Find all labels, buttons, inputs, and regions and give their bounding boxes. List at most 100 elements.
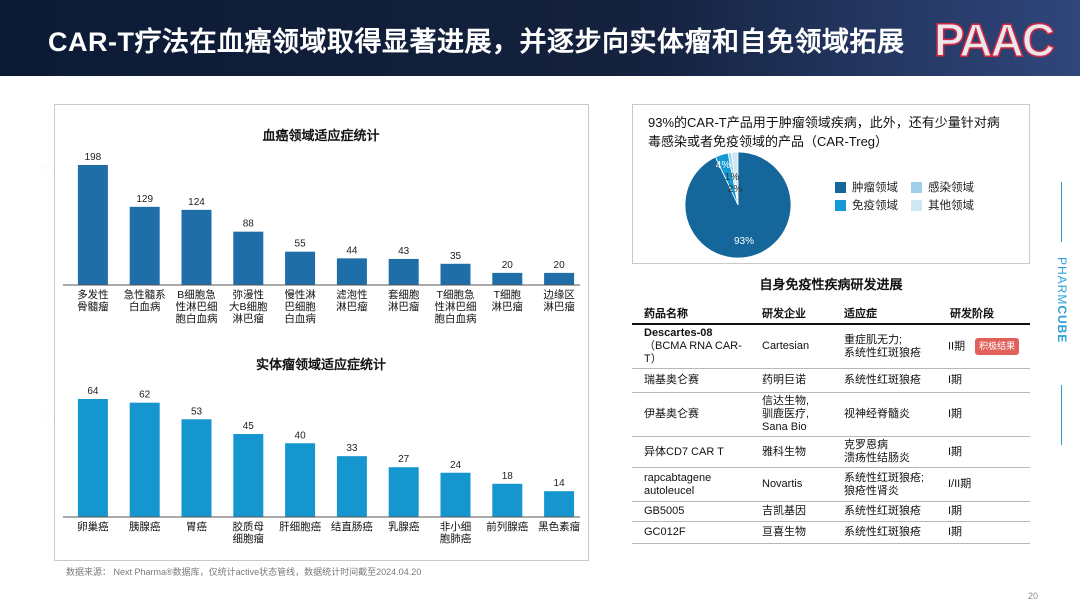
pmac-logo: PAAC [933,13,1056,64]
drug-name: Descartes-08 [644,327,713,339]
category-label: 性淋巴细 [435,300,477,313]
cell-company: 信达生物, 驯鹿医疗, Sana Bio [750,392,832,437]
watermark: ◇ [40,160,50,175]
cell-phase: I期 [938,521,1030,544]
category-label: T细胞 [494,288,522,301]
category-label: 边缘区 [543,288,575,301]
header-banner: CAR-T疗法在血癌领域取得显著进展，并逐步向实体瘤和自免领域拓展 PAAC [0,0,1080,76]
legend-swatch-immune [835,199,846,211]
legend-label-immune: 免疫领域 [852,200,898,212]
bar [129,206,160,285]
bar-value-label: 198 [85,152,102,163]
cell-indication: 系统性红斑狼疮 [832,521,938,544]
watermark: ◇ [40,410,50,425]
pie-chart: 4%1%2% 93% [684,151,792,259]
legend-label-infection: 感染领域 [928,182,974,194]
bar-value-label: 24 [450,460,462,471]
table-row: rapcabtagene autoleucel Novartis 系统性红斑狼疮; 狼疮… [632,467,1030,502]
category-label: 淋巴瘤 [336,300,368,313]
cell-phase: I期 [938,436,1030,468]
bar [544,272,575,285]
bar [233,434,264,517]
trials-table-title: 自身免疫性疾病研发进展 [759,277,903,292]
category-label: 白血病 [129,300,161,313]
bar-value-label: 44 [346,245,358,256]
legend-label-tumor: 肿瘤领域 [852,182,898,194]
cell-drug: 异体CD7 CAR T [632,436,750,468]
legend-item-tumor: 肿瘤领域 [835,179,898,195]
chart-title: 实体瘤领域适应症统计 [256,357,386,372]
legend-item-infection: 感染领域 [911,179,974,195]
side-line-bottom [1061,385,1062,445]
legend-item-immune: 免疫领域 [835,197,898,213]
pie-description: 93%的CAR-T产品用于肿瘤领域疾病，此外，还有少量针对病毒感染或者免疫领域的… [648,115,1000,149]
bar-value-label: 55 [295,239,307,250]
bar-value-label: 129 [136,194,153,205]
table-row: 异体CD7 CAR T 雅科生物 克罗恩病 溃疡性结肠炎 I期 [632,436,1030,468]
category-label: 淋巴瘤 [543,300,575,313]
bar [129,402,160,517]
legend-swatch-other [911,199,922,211]
bar [336,456,367,517]
cell-phase: I/II期 [938,467,1030,502]
category-label: 非小细 [440,520,472,533]
category-label: 黑色素瘤 [538,520,580,533]
bar-value-label: 35 [450,251,462,262]
bar-value-label: 62 [139,390,151,401]
category-label: 胞白血病 [435,312,477,325]
category-label: 大B细胞 [229,300,268,313]
header-company: 研发企业 [750,302,832,325]
bar [388,258,419,285]
cell-company: 亘喜生物 [750,521,832,544]
category-label: 肝细胞癌 [279,520,321,533]
cell-drug: rapcabtagene autoleucel [632,467,750,502]
bar-value-label: 20 [554,260,566,271]
bar [77,399,108,517]
category-label: 结直肠癌 [331,520,373,533]
table-row: Descartes-08 （BCMA RNA CAR-T） Cartesian 重症肌… [632,324,1030,369]
legend-item-other: 其他领域 [911,197,974,213]
table-row: 伊基奥仑赛 信达生物, 驯鹿医疗, Sana Bio 视神经脊髓炎 I期 [632,392,1030,437]
cell-indication: 克罗恩病 溃疡性结肠炎 [832,436,938,468]
category-label: 细胞瘤 [233,532,265,545]
category-label: 淋巴瘤 [492,300,524,313]
bar [544,491,575,517]
brand-pharm: PHARM [1055,257,1069,305]
bar [388,467,419,517]
category-label: 巴细胞 [284,300,316,313]
header-phase: 研发阶段 [938,302,1030,325]
pie-slice [684,151,792,259]
category-label: 乳腺癌 [388,520,420,533]
bar [440,263,471,285]
header-indication: 适应症 [832,302,938,325]
legend-label-other: 其他领域 [928,200,974,212]
legend-swatch-infection [911,181,922,193]
cell-drug: 伊基奥仑赛 [632,392,750,437]
source-note: 数据来源： Next Pharma®数据库，仅统计active状态管线，数据统计… [66,567,422,577]
cell-company: Cartesian [750,324,832,369]
bar [181,419,212,517]
header-glow [660,0,1080,76]
table-row: GC012F 亘喜生物 系统性红斑狼疮 I期 [632,521,1030,544]
category-label: 急性髓系 [124,288,166,301]
bar [233,231,264,285]
category-label: T细胞急 [437,288,475,301]
cell-company: Novartis [750,467,832,502]
chart-title: 血癌领域适应症统计 [262,128,379,143]
pie-slice-label: 93% [734,236,754,247]
bar [285,443,316,517]
cell-indication: 系统性红斑狼疮 [832,501,938,522]
table-row: GB5005 吉凯基因 系统性红斑狼疮 I期 [632,501,1030,522]
category-label: 胰腺癌 [129,520,161,533]
category-label: 淋巴瘤 [233,312,265,325]
cell-phase: I期 [938,368,1030,393]
bar-value-label: 43 [398,246,410,257]
cell-indication: 视神经脊髓炎 [832,392,938,437]
svg-text:PHARMCUBE: PHARMCUBE [1055,257,1069,343]
category-label: 多发性 [77,288,109,301]
category-label: 胞白血病 [176,312,218,325]
bar-value-label: 27 [398,454,410,465]
category-label: 套细胞 [388,288,420,301]
status-badge: 积极结果 [975,338,1020,355]
